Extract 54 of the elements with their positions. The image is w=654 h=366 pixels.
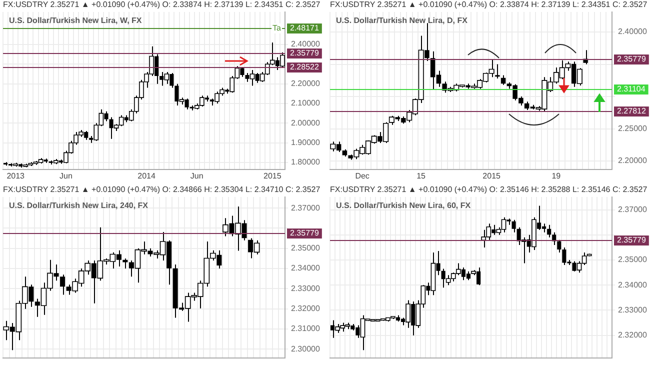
x-tick-label: 2013 <box>6 171 26 180</box>
candlestick <box>547 224 552 238</box>
x-tick-label: Dec <box>355 171 370 180</box>
chart-subtitle: FX:USDTRY 2.35271 ▲ +0.01090 (+0.47%) O: 2.34866 H: 2.35304 L: 2.34710 C: 2.3527 <box>3 185 320 195</box>
ref-line-label: 2.35779 <box>290 48 320 58</box>
y-tick-label: 2.40000 <box>291 40 320 49</box>
ref-line-label: 2.31104 <box>617 84 646 94</box>
y-tick-label: 2.37000 <box>291 203 320 212</box>
y-tick-label: 2.20000 <box>291 79 320 88</box>
y-tick-label: 2.30000 <box>291 344 320 354</box>
y-tick-label: 2.31000 <box>291 324 320 334</box>
y-tick-label: 2.32000 <box>618 330 648 340</box>
text: U.S. Dollar/Turkish New Lira, 240, FX <box>9 201 149 210</box>
ref-line-label: 2.27812 <box>617 106 646 116</box>
x-tick-label: Jun <box>190 171 204 180</box>
y-tick-label: 2.35000 <box>618 255 648 264</box>
ref-line-label: 2.35779 <box>617 236 646 245</box>
y-tick-label: 1.90000 <box>291 138 320 148</box>
x-tick-label: 19 <box>552 171 562 180</box>
y-tick-label: 2.20000 <box>618 156 648 166</box>
candlestick <box>122 258 128 270</box>
candlestick <box>60 274 66 296</box>
annotation: Ta <box>272 24 282 33</box>
y-tick-label: 2.34000 <box>291 264 320 273</box>
y-tick-label: 2.40000 <box>618 27 648 36</box>
chart-subtitle: FX:USDTRY 2.35271 ▲ +0.01090 (+0.47%) O: 2.33874 H: 2.37139 L: 2.34351 C: 2.3527 <box>330 0 648 10</box>
ref-line-label: 2.28522 <box>290 62 320 72</box>
y-tick-label: 2.37000 <box>618 205 648 214</box>
ref-line-label: 2.35779 <box>617 54 646 64</box>
y-tick-label: 2.33000 <box>291 284 320 293</box>
y-tick-label: 2.33000 <box>618 305 648 314</box>
y-tick-label: 2.34000 <box>618 280 648 290</box>
candlestick <box>557 239 562 253</box>
y-tick-label: 1.80000 <box>291 158 320 167</box>
x-tick-label: 15 <box>416 171 426 180</box>
text: U.S. Dollar/Turkish New Lira, D, FX <box>336 16 468 26</box>
y-tick-label: 2.35000 <box>291 244 320 253</box>
y-tick-label: 2.32000 <box>291 304 320 314</box>
y-tick-label: 2.10000 <box>291 98 320 108</box>
text: U.S. Dollar/Turkish New Lira, W, FX <box>9 16 142 26</box>
x-tick-label: 2015 <box>482 171 502 180</box>
ref-line-label: 2.35779 <box>290 228 320 238</box>
y-tick-label: 2.25000 <box>618 124 648 133</box>
ref-line-label: 2.48171 <box>290 24 320 33</box>
x-tick-label: Jun <box>59 171 72 180</box>
text: U.S. Dollar/Turkish New Lira, 60, FX <box>336 201 472 210</box>
x-tick-label: 2015 <box>264 171 282 180</box>
candlestick <box>495 64 500 79</box>
y-tick-label: 2.00000 <box>291 118 320 128</box>
chart-subtitle: FX:USDTRY 2.35271 ▲ +0.01090 (+0.47%) O: 2.33874 H: 2.37139 L: 2.34351 C: 2.3527 <box>3 0 320 10</box>
candlestick <box>500 74 506 86</box>
chart-subtitle: FX:USDTRY 2.35271 ▲ +0.01090 (+0.47%) O: 2.35146 H: 2.35288 L: 2.35146 C: 2.3527 <box>330 185 648 195</box>
x-tick-label: 2014 <box>138 171 156 180</box>
candlestick <box>512 219 516 233</box>
